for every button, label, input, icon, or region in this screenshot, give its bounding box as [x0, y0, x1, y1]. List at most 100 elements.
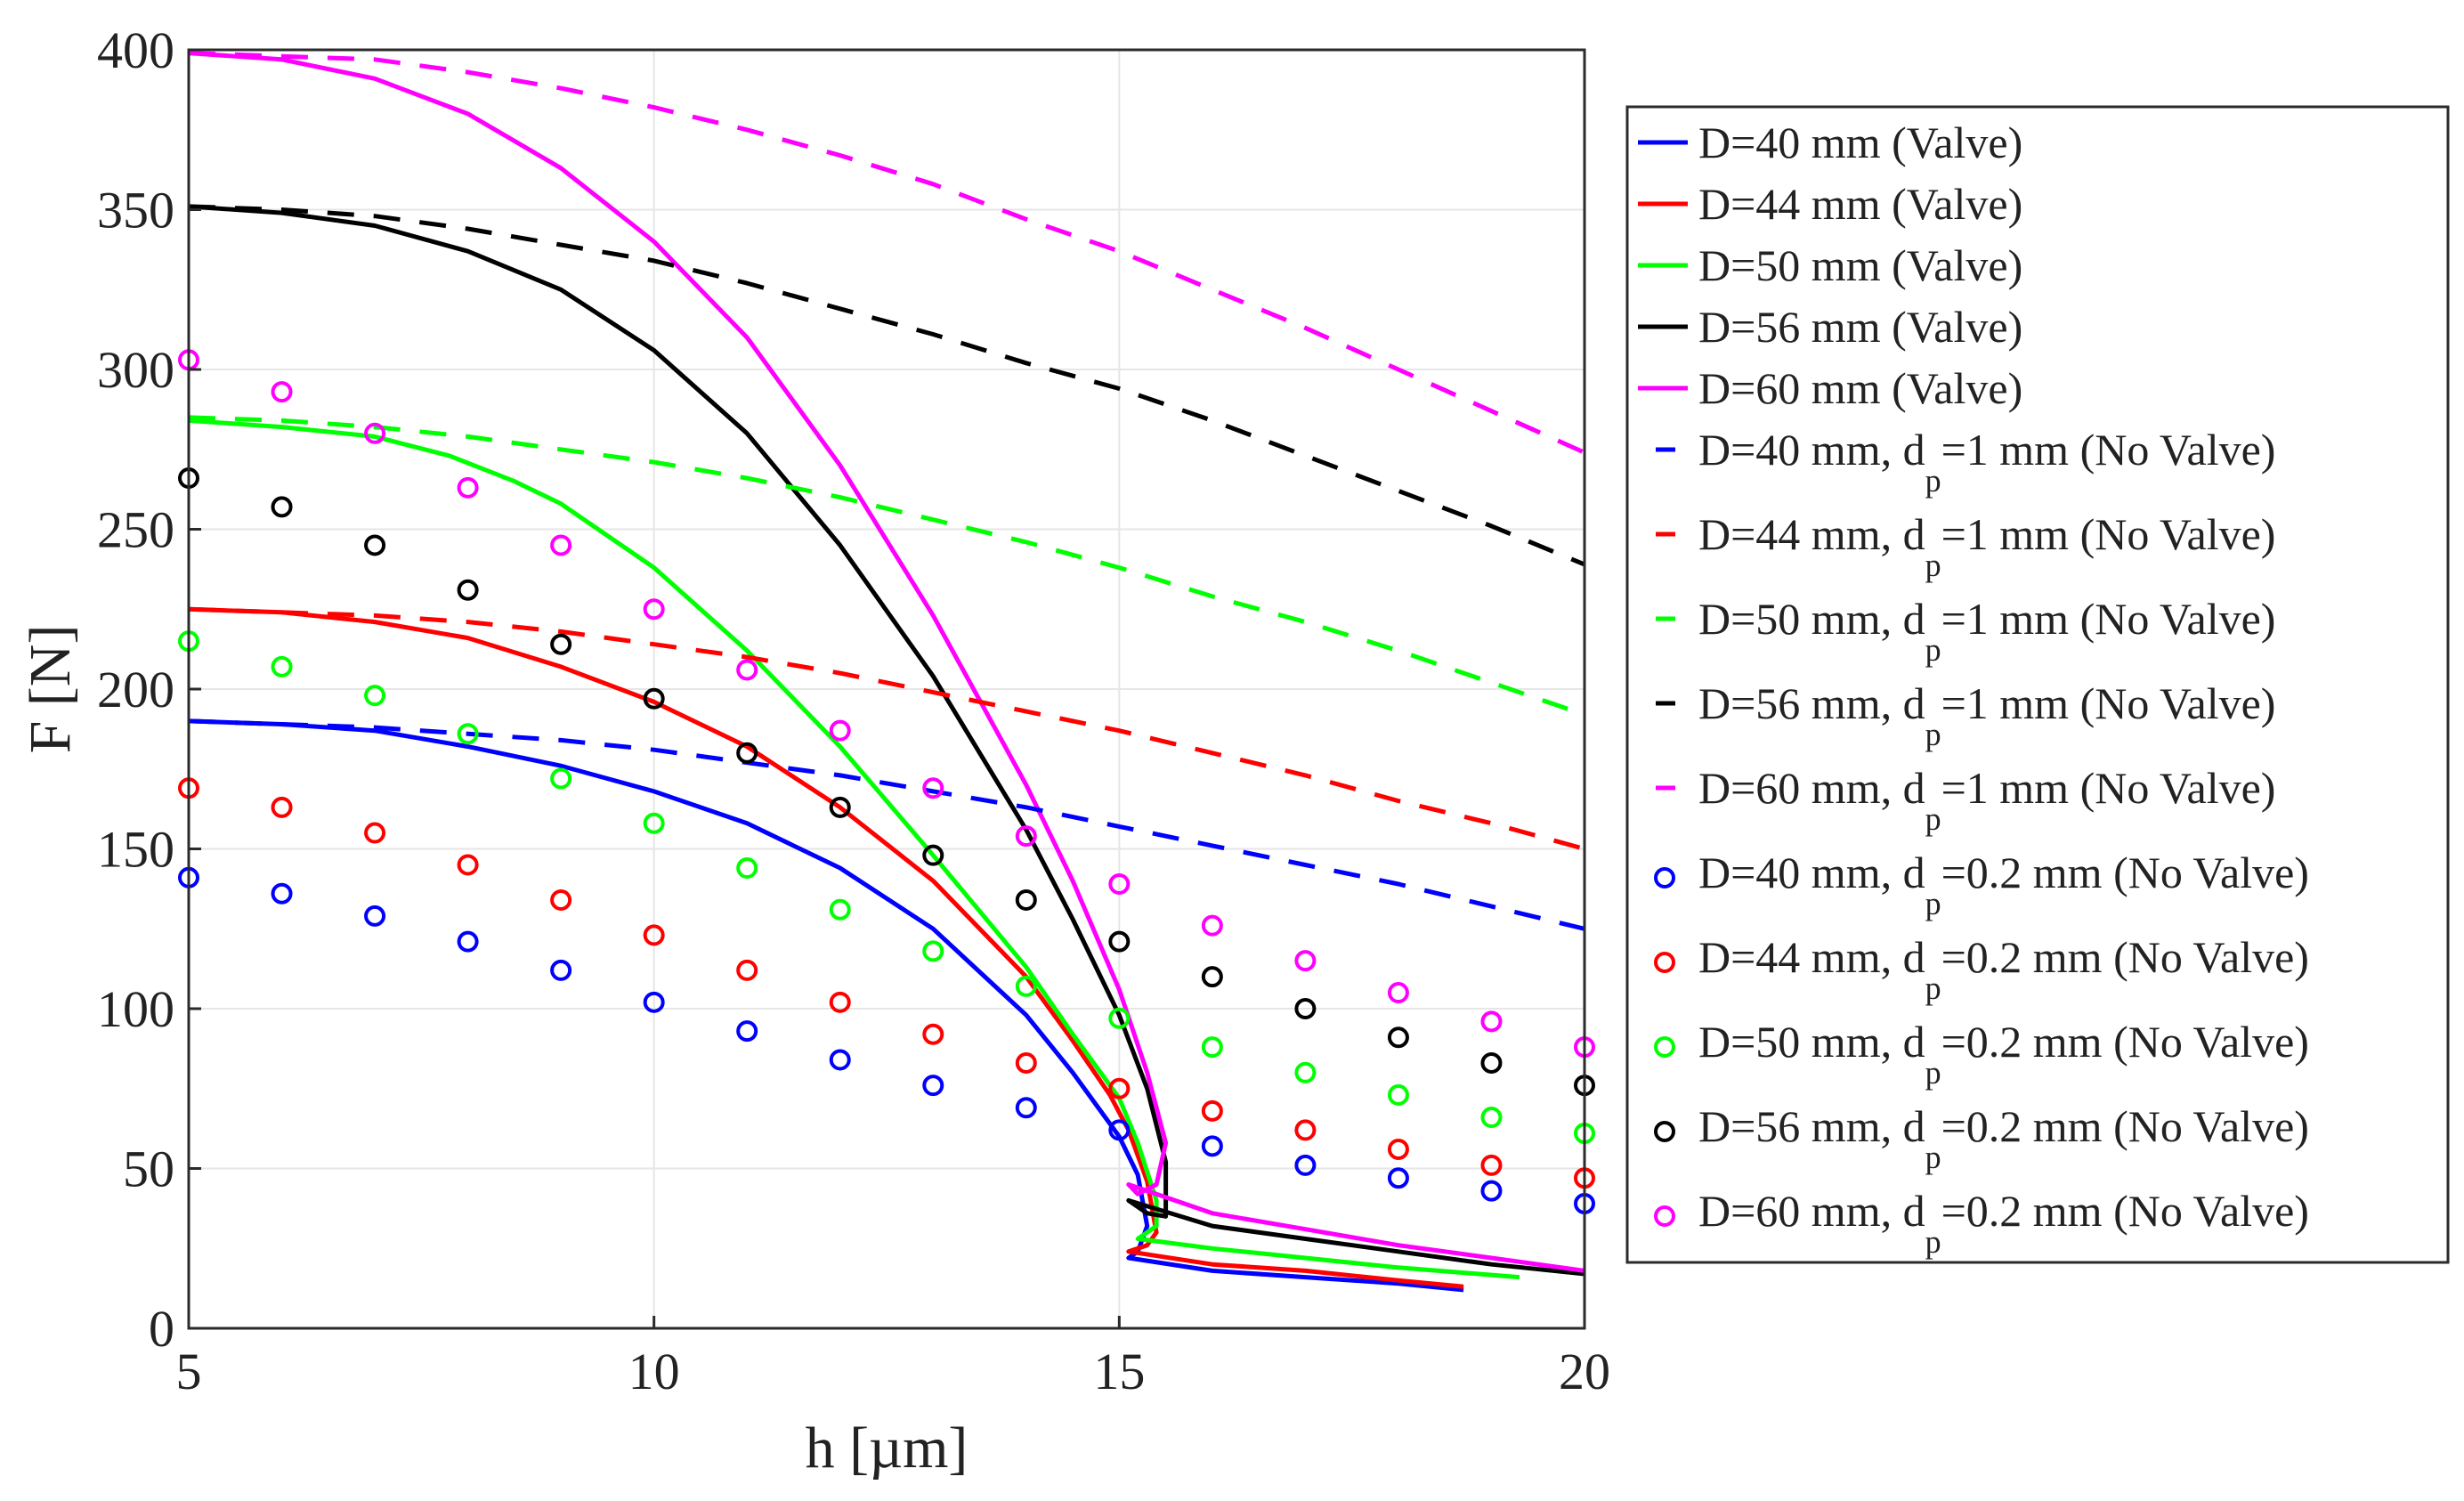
data-point [457, 854, 479, 876]
legend-item: D=60 mm (Valve) [1638, 363, 2022, 413]
data-point [550, 534, 572, 556]
data-point [1015, 888, 1037, 911]
legend-label: D=60 mm (Valve) [1698, 363, 2022, 413]
series-line-8 [188, 204, 1585, 567]
data-point [829, 719, 851, 742]
series-line-0 [188, 718, 1464, 1293]
data-point [1387, 1167, 1409, 1189]
data-point [1201, 966, 1223, 988]
y-axis-title: F [N] [18, 625, 83, 754]
legend-item: D=50 mm (Valve) [1638, 240, 2022, 290]
data-point [364, 905, 386, 927]
y-tick-label: 300 [97, 341, 174, 399]
legend-label: D=44 mm, dp=1 mm (No Valve) [1698, 509, 2275, 583]
data-point [550, 767, 572, 790]
data-point [829, 898, 851, 921]
y-tick-label: 400 [97, 21, 174, 79]
legend-item: D=56 mm (Valve) [1638, 302, 2022, 352]
data-point [829, 991, 851, 1013]
data-point [736, 1020, 758, 1043]
data-point [1201, 1036, 1223, 1059]
y-tick-label: 100 [97, 980, 174, 1038]
data-point [550, 633, 572, 655]
data-point [1294, 1154, 1317, 1176]
data-point [829, 1049, 851, 1071]
legend-item: D=44 mm (Valve) [1638, 179, 2022, 229]
data-point [1294, 950, 1317, 972]
data-point [1201, 1099, 1223, 1122]
data-point [364, 534, 386, 556]
series-line-2 [188, 418, 1520, 1280]
data-point [271, 496, 293, 518]
data-point [1294, 1119, 1317, 1141]
legend-item: D=56 mm, dp=1 mm (No Valve) [1656, 678, 2275, 752]
data-point [364, 822, 386, 844]
data-point [271, 381, 293, 403]
data-point [643, 598, 665, 621]
legend-label: D=40 mm (Valve) [1698, 118, 2022, 167]
legend-item: D=56 mm, dp=0.2 mm (No Valve) [1654, 1101, 2309, 1175]
series-layer [178, 51, 1595, 1293]
data-point [1015, 1097, 1037, 1119]
y-tick-label: 50 [123, 1140, 174, 1198]
legend-swatch [1654, 1036, 1675, 1058]
legend-box [1625, 105, 2450, 1264]
y-tick-label: 250 [97, 501, 174, 559]
data-point [271, 796, 293, 818]
data-point [643, 924, 665, 946]
data-point [364, 685, 386, 707]
data-point [1108, 872, 1131, 895]
data-point [643, 812, 665, 834]
data-point [457, 723, 479, 745]
legend-label: D=56 mm, dp=0.2 mm (No Valve) [1698, 1101, 2309, 1175]
legend-item: D=60 mm, dp=1 mm (No Valve) [1656, 763, 2275, 837]
data-point [1387, 1138, 1409, 1160]
series-line-6 [188, 606, 1585, 851]
data-point [550, 959, 572, 981]
legend-item: D=50 mm, dp=0.2 mm (No Valve) [1654, 1017, 2309, 1091]
data-point [1108, 1077, 1131, 1099]
legend-swatch [1654, 1121, 1675, 1142]
data-point [1108, 1007, 1131, 1029]
x-tick-label: 15 [1093, 1343, 1145, 1400]
legend-item: D=40 mm, dp=1 mm (No Valve) [1656, 425, 2275, 499]
y-tick-label: 0 [149, 1300, 174, 1358]
data-point [1387, 982, 1409, 1004]
data-point [736, 742, 758, 764]
data-point [1294, 1061, 1317, 1083]
data-point [457, 476, 479, 499]
data-point [1480, 1010, 1503, 1033]
legend: D=40 mm (Valve) D=44 mm (Valve) D=50 mm (V… [1625, 105, 2450, 1264]
series-line-5 [188, 718, 1585, 931]
data-point [922, 1023, 944, 1045]
x-axis-title: h [µm] [806, 1416, 969, 1481]
legend-item: D=44 mm, dp=0.2 mm (No Valve) [1654, 932, 2309, 1006]
data-point [457, 930, 479, 953]
legend-label: D=40 mm, dp=1 mm (No Valve) [1698, 425, 2275, 499]
data-point [922, 844, 944, 866]
data-point [271, 655, 293, 677]
series-line-7 [188, 415, 1585, 718]
legend-label: D=60 mm, dp=1 mm (No Valve) [1698, 763, 2275, 837]
data-point [1201, 914, 1223, 937]
legend-label: D=44 mm, dp=0.2 mm (No Valve) [1698, 932, 2309, 1006]
data-point [550, 888, 572, 911]
legend-label: D=50 mm, dp=1 mm (No Valve) [1698, 594, 2275, 668]
data-point [1015, 825, 1037, 848]
y-tick-label: 350 [97, 182, 174, 239]
data-point [1015, 975, 1037, 997]
series-line-9 [188, 51, 1586, 455]
data-point [736, 857, 758, 880]
data-point [1108, 1119, 1131, 1141]
data-point [1015, 1052, 1037, 1075]
data-point [1480, 1052, 1503, 1075]
data-point [1480, 1180, 1503, 1202]
legend-label: D=44 mm (Valve) [1698, 179, 2022, 229]
data-point [736, 959, 758, 981]
data-point [643, 687, 665, 710]
data-point [1201, 1135, 1223, 1157]
data-point [1480, 1154, 1503, 1176]
data-point [1387, 1026, 1409, 1049]
